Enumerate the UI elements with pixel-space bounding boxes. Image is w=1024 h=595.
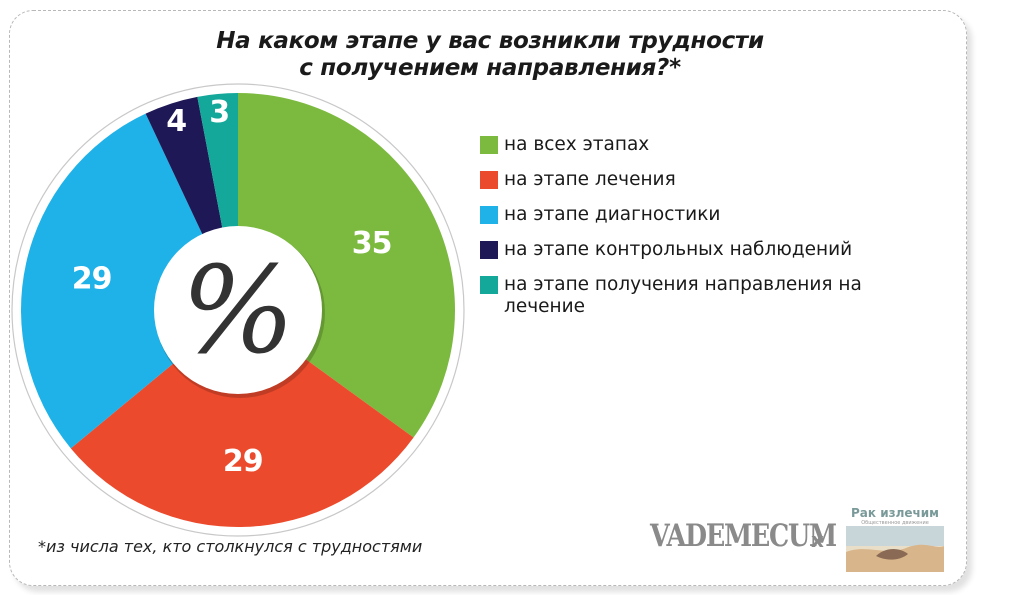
legend-swatch — [480, 171, 498, 189]
legend-item-1: на всех этапах — [480, 134, 900, 156]
center-percent-symbol: % — [181, 242, 295, 381]
legend-swatch — [480, 241, 498, 259]
partner-subtitle: Общественное движение — [861, 520, 929, 526]
value-label-1: 35 — [352, 226, 392, 261]
legend-label: на этапе получения направления на лечени… — [504, 274, 862, 317]
value-label-4: 4 — [166, 104, 186, 139]
legend-label: на всех этапах — [504, 134, 650, 155]
donut-slice-2 — [70, 310, 414, 527]
footnote: *из числа тех, кто столкнулся с трудност… — [38, 537, 423, 556]
partner-name: Рак излечим — [851, 506, 939, 520]
value-label-2: 29 — [223, 444, 263, 479]
legend-item-2: на этапе лечения — [480, 169, 900, 191]
legend-swatch — [480, 276, 498, 294]
legend-label: на этапе контрольных наблюдений — [504, 239, 853, 260]
donut-slice-3 — [21, 113, 239, 449]
value-label-5: 3 — [209, 95, 229, 130]
chart-title: На каком этапе у вас возникли трудности … — [150, 28, 830, 82]
legend-item-3: на этапе диагностики — [480, 204, 900, 226]
legend-label: на этапе лечения — [504, 169, 676, 190]
value-label-3: 29 — [72, 261, 112, 296]
donut-slice-1 — [238, 93, 455, 438]
donut-hole — [154, 226, 322, 394]
legend-item-4: на этапе контрольных наблюдений — [480, 239, 900, 261]
vademecum-logo: VADEMECUM — [650, 518, 837, 554]
chart-title-line1: На каком этапе у вас возникли трудности — [216, 28, 764, 54]
chart-legend: на всех этапах на этапе лечения на этапе д… — [480, 134, 900, 331]
brand-separator: x — [811, 528, 824, 552]
legend-swatch — [480, 136, 498, 154]
rak-izlechim-logo: Рак излечим Общественное движение — [846, 506, 944, 572]
legend-item-5: на этапе получения направления на лечени… — [480, 274, 900, 318]
legend-label: на этапе диагностики — [504, 204, 721, 225]
legend-swatch — [480, 206, 498, 224]
chart-title-line2: с получением направления?* — [299, 55, 681, 81]
partner-logo-image — [846, 526, 944, 572]
